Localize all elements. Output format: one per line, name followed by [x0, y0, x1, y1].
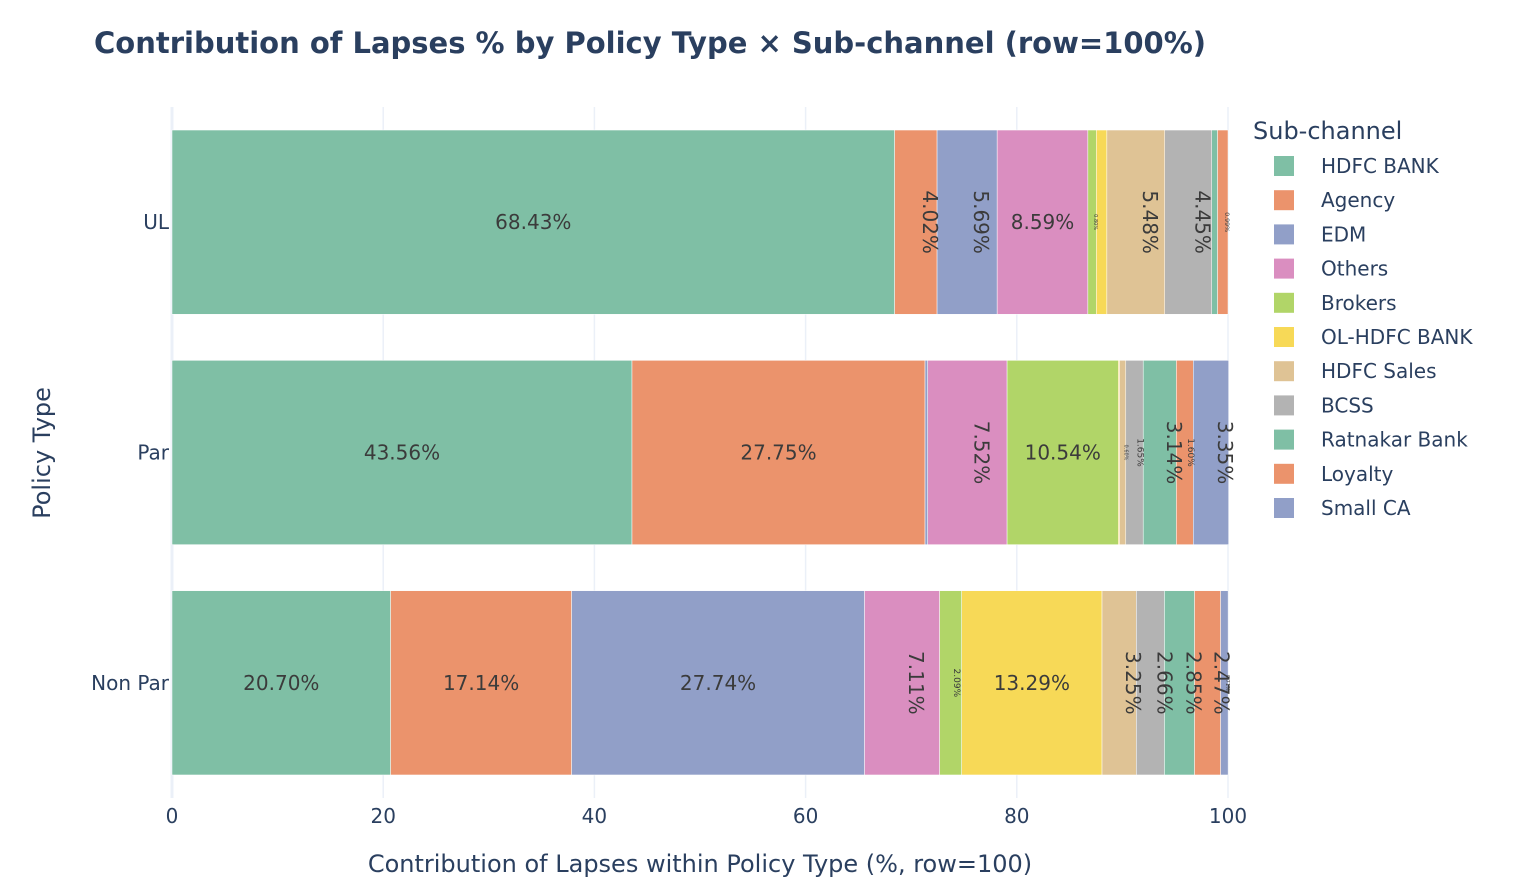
- bar-segment: [1164, 129, 1212, 315]
- bar-segment: [1164, 590, 1195, 776]
- bar-data-label: 10.54%: [1025, 441, 1101, 465]
- bar-data-label: 7.11%: [904, 651, 928, 715]
- x-axis-ticks: 0 20 40 60 80 100: [166, 804, 1247, 828]
- x-tick-label: 40: [582, 804, 607, 828]
- bar-segment: [1101, 590, 1137, 776]
- legend-swatch: [1274, 258, 1294, 279]
- bar-segment: [171, 129, 895, 315]
- legend-item-label: Ratnakar Bank: [1321, 428, 1468, 452]
- y-tick-label: Non Par: [91, 671, 170, 695]
- bar-data-label: 0.80%: [1092, 214, 1098, 230]
- legend-swatch: [1274, 361, 1294, 382]
- bar-segment: [571, 590, 865, 776]
- bar-segment: [171, 360, 633, 545]
- bar-segment: [631, 360, 926, 545]
- y-tick-label: UL: [143, 210, 170, 234]
- bar-data-label: 4.02%: [918, 190, 942, 254]
- x-tick-label: 80: [1004, 804, 1029, 828]
- bar-data-label: 2.66%: [1152, 651, 1176, 715]
- legend-item-label: Agency: [1321, 188, 1395, 212]
- legend-swatch: [1274, 190, 1294, 211]
- legend-item-label: Loyalty: [1321, 462, 1394, 486]
- bar-data-label: 8.59%: [1011, 210, 1075, 234]
- legend-item-label: OL-HDFC BANK: [1321, 325, 1473, 349]
- bar-segment: [936, 129, 998, 315]
- legend-item-label: Others: [1321, 257, 1388, 281]
- legend-swatch: [1274, 395, 1294, 416]
- x-tick-label: 100: [1209, 804, 1247, 828]
- legend-swatch: [1274, 156, 1294, 176]
- bar-data-label: 1.65%: [1135, 438, 1145, 467]
- legend-swatch: [1274, 327, 1294, 347]
- legend-swatch: [1274, 292, 1294, 313]
- bar-segment: [924, 360, 928, 545]
- bar-segment: [1006, 360, 1119, 545]
- legend-swatch: [1274, 463, 1294, 484]
- bar-data-label: 0.60%: [1122, 445, 1128, 461]
- legend-item-label: BCSS: [1321, 393, 1374, 417]
- bar-data-label: 2.09%: [951, 669, 961, 698]
- x-tick-label: 20: [370, 804, 395, 828]
- bar-data-label: 20.70%: [243, 671, 319, 695]
- x-tick-label: 60: [793, 804, 818, 828]
- bar-segment: [1220, 590, 1229, 776]
- legend-item-label: Brokers: [1321, 291, 1397, 315]
- bar-data-label: 3.25%: [1121, 651, 1145, 715]
- legend: Sub-channel HDFC BANK Agency EDM Others Brok…: [1253, 117, 1473, 520]
- bar-data-label: 13.29%: [994, 671, 1070, 695]
- bars: [171, 129, 1229, 776]
- bar-data-label: 5.69%: [969, 190, 993, 254]
- x-axis-title: Contribution of Lapses within Policy Typ…: [368, 850, 1032, 878]
- bar-data-label: 68.43%: [495, 210, 571, 234]
- y-axis-title: Policy Type: [28, 387, 56, 519]
- bar-data-label: 27.74%: [680, 671, 756, 695]
- bar-labels: 68.43% 4.02% 5.69% 8.59% 0.80% 5.48% 4.45% 0.99…: [243, 190, 1237, 714]
- legend-item-label: HDFC BANK: [1321, 154, 1440, 178]
- bar-segment: [996, 129, 1089, 315]
- bar-segment: [171, 590, 391, 776]
- x-tick-label: 0: [166, 804, 179, 828]
- bar-data-label: 17.14%: [443, 671, 519, 695]
- bar-data-label: 4.45%: [1190, 190, 1214, 254]
- legend-item-label: Small CA: [1321, 496, 1411, 520]
- bar-data-label: 3.35%: [1213, 421, 1237, 485]
- bar-segment: [1106, 129, 1165, 315]
- bar-data-label: 5.48%: [1138, 190, 1162, 254]
- bar-data-label: 1.60%: [1185, 438, 1195, 467]
- y-axis-ticks: UL Par Non Par: [91, 210, 170, 695]
- bar-segment: [927, 360, 1008, 545]
- bar-data-label: 0.99%: [1223, 212, 1230, 232]
- legend-item-label: HDFC Sales: [1321, 359, 1437, 383]
- bar-segment: [864, 590, 940, 776]
- y-tick-label: Par: [137, 441, 169, 465]
- bar-segment: [1217, 129, 1229, 315]
- legend-swatch: [1274, 429, 1294, 450]
- bar-data-label: 3.14%: [1162, 421, 1186, 485]
- legend-swatch: [1274, 224, 1294, 245]
- bar-segment: [1194, 590, 1221, 776]
- bar-data-label: 27.75%: [740, 441, 816, 465]
- bar-segment: [961, 590, 1103, 776]
- bar-data-label: 2.85%: [1181, 651, 1205, 715]
- bar-segment: [1142, 360, 1177, 545]
- legend-swatch: [1274, 498, 1294, 518]
- bar-data-label: 7.52%: [969, 421, 993, 485]
- bar-segment: [1136, 590, 1165, 776]
- bar-data-label: 0.71%: [1224, 675, 1230, 691]
- bar-data-label: 43.56%: [364, 441, 440, 465]
- bar-segment: [1193, 360, 1229, 545]
- chart-title: Contribution of Lapses % by Policy Type …: [94, 26, 1206, 60]
- legend-title: Sub-channel: [1253, 117, 1402, 145]
- legend-item-label: EDM: [1321, 222, 1366, 246]
- bar-data-label: 2.47%: [1210, 651, 1234, 715]
